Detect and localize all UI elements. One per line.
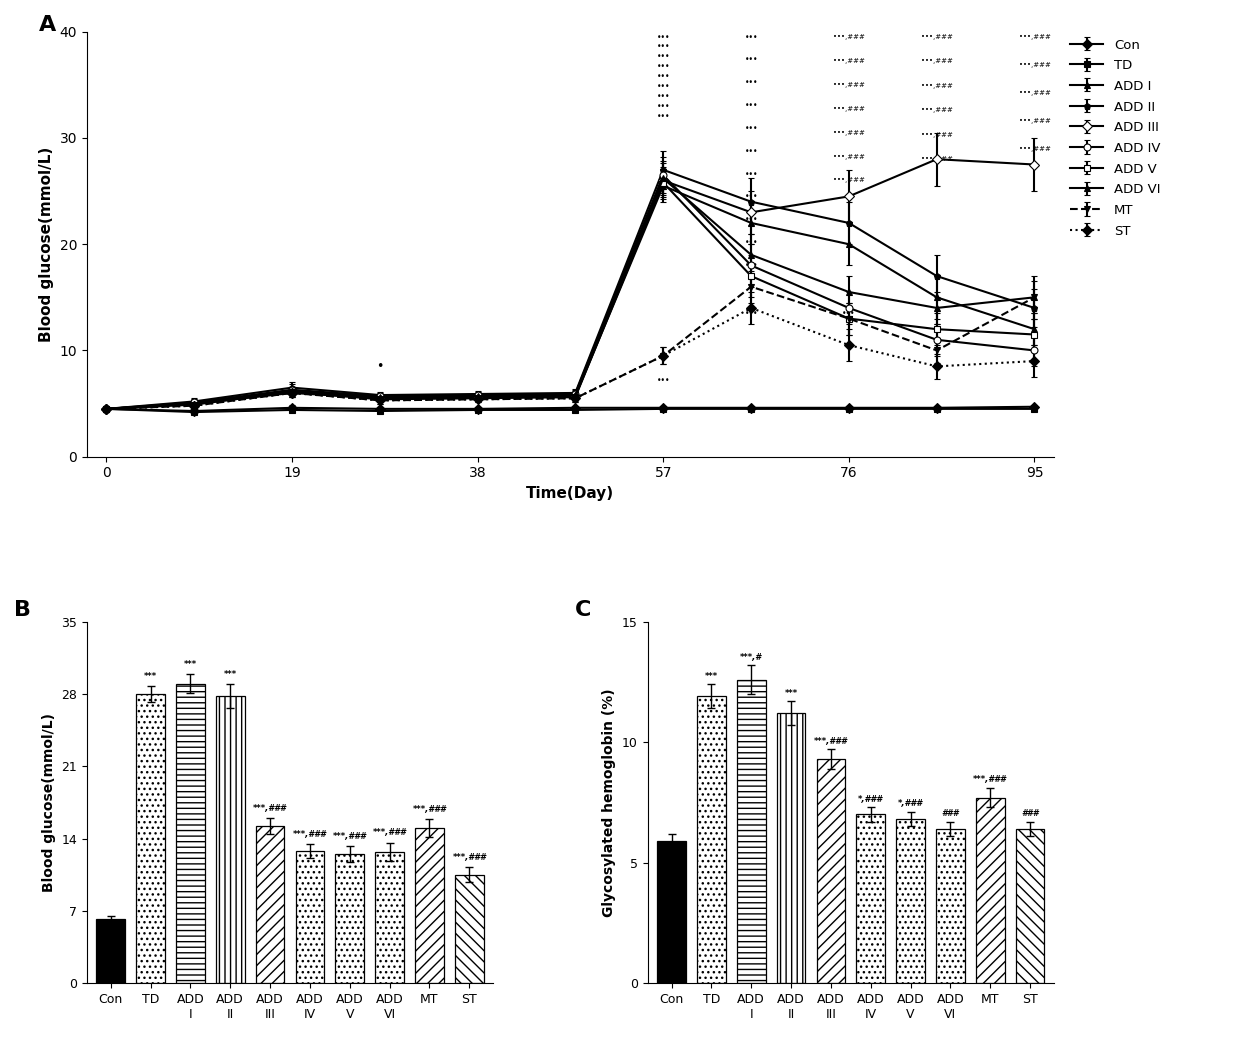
Text: ***: *** <box>704 672 718 681</box>
Text: •••,###: •••,### <box>833 130 864 135</box>
Bar <box>976 798 1004 983</box>
Bar <box>136 694 165 983</box>
Text: ###: ### <box>941 809 960 818</box>
Text: •••: ••• <box>744 309 758 318</box>
Text: •••: ••• <box>744 101 758 110</box>
Text: •••: ••• <box>744 216 758 224</box>
Bar <box>776 713 806 983</box>
Text: •: • <box>376 359 383 373</box>
Text: ***,###: ***,### <box>332 832 367 840</box>
Text: •••: ••• <box>744 33 758 41</box>
Text: ***: *** <box>785 689 797 698</box>
Bar <box>1016 829 1044 983</box>
Text: ***,###: ***,### <box>293 830 327 838</box>
Bar <box>295 851 324 983</box>
Text: •••,###: •••,### <box>1018 117 1050 124</box>
Bar <box>255 827 284 983</box>
Text: ***,###: ***,### <box>973 776 1007 784</box>
Text: •••: ••• <box>656 42 670 52</box>
Text: •••,###: •••,### <box>833 178 864 184</box>
Y-axis label: Glycosylated hemoglobin (%): Glycosylated hemoglobin (%) <box>603 688 616 916</box>
Text: ***,###: ***,### <box>813 737 848 746</box>
Text: •••,###: •••,### <box>833 81 864 88</box>
Bar <box>97 919 125 983</box>
X-axis label: Time(Day): Time(Day) <box>526 486 615 501</box>
Text: ***,###: ***,### <box>453 853 486 863</box>
Text: •••,###: •••,### <box>921 58 952 64</box>
Text: •••: ••• <box>744 55 758 64</box>
Text: •••,###: •••,### <box>833 153 864 160</box>
Text: •••: ••• <box>744 261 758 270</box>
Text: *,###: *,### <box>898 799 923 809</box>
Text: ###: ### <box>1022 809 1039 818</box>
Text: •••: ••• <box>744 169 758 179</box>
Text: •••: ••• <box>656 103 670 111</box>
Text: •••: ••• <box>744 192 758 202</box>
Text: ***,###: ***,### <box>413 804 446 814</box>
Text: A: A <box>38 15 56 35</box>
Bar <box>697 697 725 983</box>
Text: ***: *** <box>184 661 197 669</box>
Text: •••,###: •••,### <box>1018 146 1050 151</box>
Text: •••: ••• <box>656 82 670 91</box>
Text: ***,###: ***,### <box>253 803 286 813</box>
Text: •••: ••• <box>656 62 670 72</box>
Text: •••: ••• <box>744 124 758 133</box>
Bar <box>176 684 205 983</box>
Bar <box>376 852 404 983</box>
Text: •••: ••• <box>656 112 670 122</box>
Text: •••,###: •••,### <box>921 156 952 162</box>
Bar <box>936 829 965 983</box>
Text: •••,###: •••,### <box>1018 34 1050 40</box>
Bar <box>737 680 765 983</box>
Text: •••,###: •••,### <box>1018 90 1050 96</box>
Text: •••: ••• <box>842 309 856 318</box>
Text: ***: *** <box>223 669 237 679</box>
Text: ***,#: ***,# <box>740 652 763 662</box>
Text: •••,###: •••,### <box>921 34 952 40</box>
Bar <box>657 841 686 983</box>
Bar <box>817 759 846 983</box>
Bar <box>455 874 484 983</box>
Text: •••: ••• <box>744 147 758 155</box>
Text: •••,###: •••,### <box>921 82 952 89</box>
Bar <box>216 697 244 983</box>
Bar <box>335 854 365 983</box>
Text: •••: ••• <box>744 78 758 88</box>
Bar <box>897 819 925 983</box>
Text: •••,###: •••,### <box>833 34 864 40</box>
Text: •••,###: •••,### <box>1018 62 1050 68</box>
Text: •••,###: •••,### <box>921 108 952 113</box>
Text: B: B <box>14 600 31 620</box>
Y-axis label: Blood glucose(mmol/L): Blood glucose(mmol/L) <box>38 147 53 341</box>
Text: •••: ••• <box>656 53 670 61</box>
Text: •••,###: •••,### <box>833 106 864 112</box>
Text: *,###: *,### <box>858 795 883 803</box>
Legend: Con, TD, ADD I, ADD II, ADD III, ADD IV, ADD V, ADD VI, MT, ST: Con, TD, ADD I, ADD II, ADD III, ADD IV,… <box>1070 38 1161 238</box>
Bar <box>415 829 444 983</box>
Text: •••: ••• <box>744 238 758 247</box>
Text: •••: ••• <box>656 92 670 101</box>
Text: •••: ••• <box>656 33 670 41</box>
Text: ***,###: ***,### <box>373 829 407 837</box>
Text: •••: ••• <box>656 375 670 385</box>
Text: C: C <box>574 600 590 620</box>
Text: •••: ••• <box>656 72 670 81</box>
Text: ***: *** <box>144 671 157 681</box>
Y-axis label: Blood glucose(mmol/L): Blood glucose(mmol/L) <box>42 712 56 892</box>
Bar <box>857 815 885 983</box>
Text: •••,###: •••,### <box>833 58 864 63</box>
Text: •••,###: •••,### <box>921 132 952 137</box>
